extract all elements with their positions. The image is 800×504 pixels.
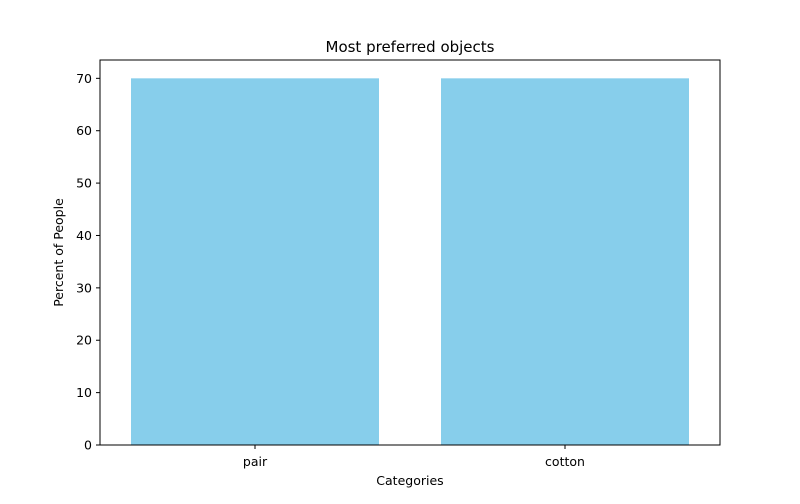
y-tick-label: 50 <box>76 176 92 191</box>
bar-pair <box>131 78 379 445</box>
x-tick-label: cotton <box>545 454 585 469</box>
x-tick-label: pair <box>243 454 268 469</box>
y-axis-ticks: 0 10 20 30 40 50 60 70 <box>76 71 100 453</box>
x-axis-label: Categories <box>376 473 443 488</box>
bars-layer <box>131 78 689 445</box>
chart-title: Most preferred objects <box>326 38 495 56</box>
plot-frame <box>99 59 721 446</box>
bar-cotton <box>441 78 689 445</box>
y-tick-label: 70 <box>76 71 92 86</box>
y-tick-label: 10 <box>76 385 92 400</box>
x-axis-ticks: pair cotton <box>243 445 585 469</box>
y-tick-label: 0 <box>84 438 92 453</box>
y-tick-label: 30 <box>76 280 92 295</box>
y-tick-label: 40 <box>76 228 92 243</box>
y-tick-label: 20 <box>76 333 92 348</box>
y-axis-label: Percent of People <box>51 198 66 307</box>
y-tick-label: 60 <box>76 123 92 138</box>
